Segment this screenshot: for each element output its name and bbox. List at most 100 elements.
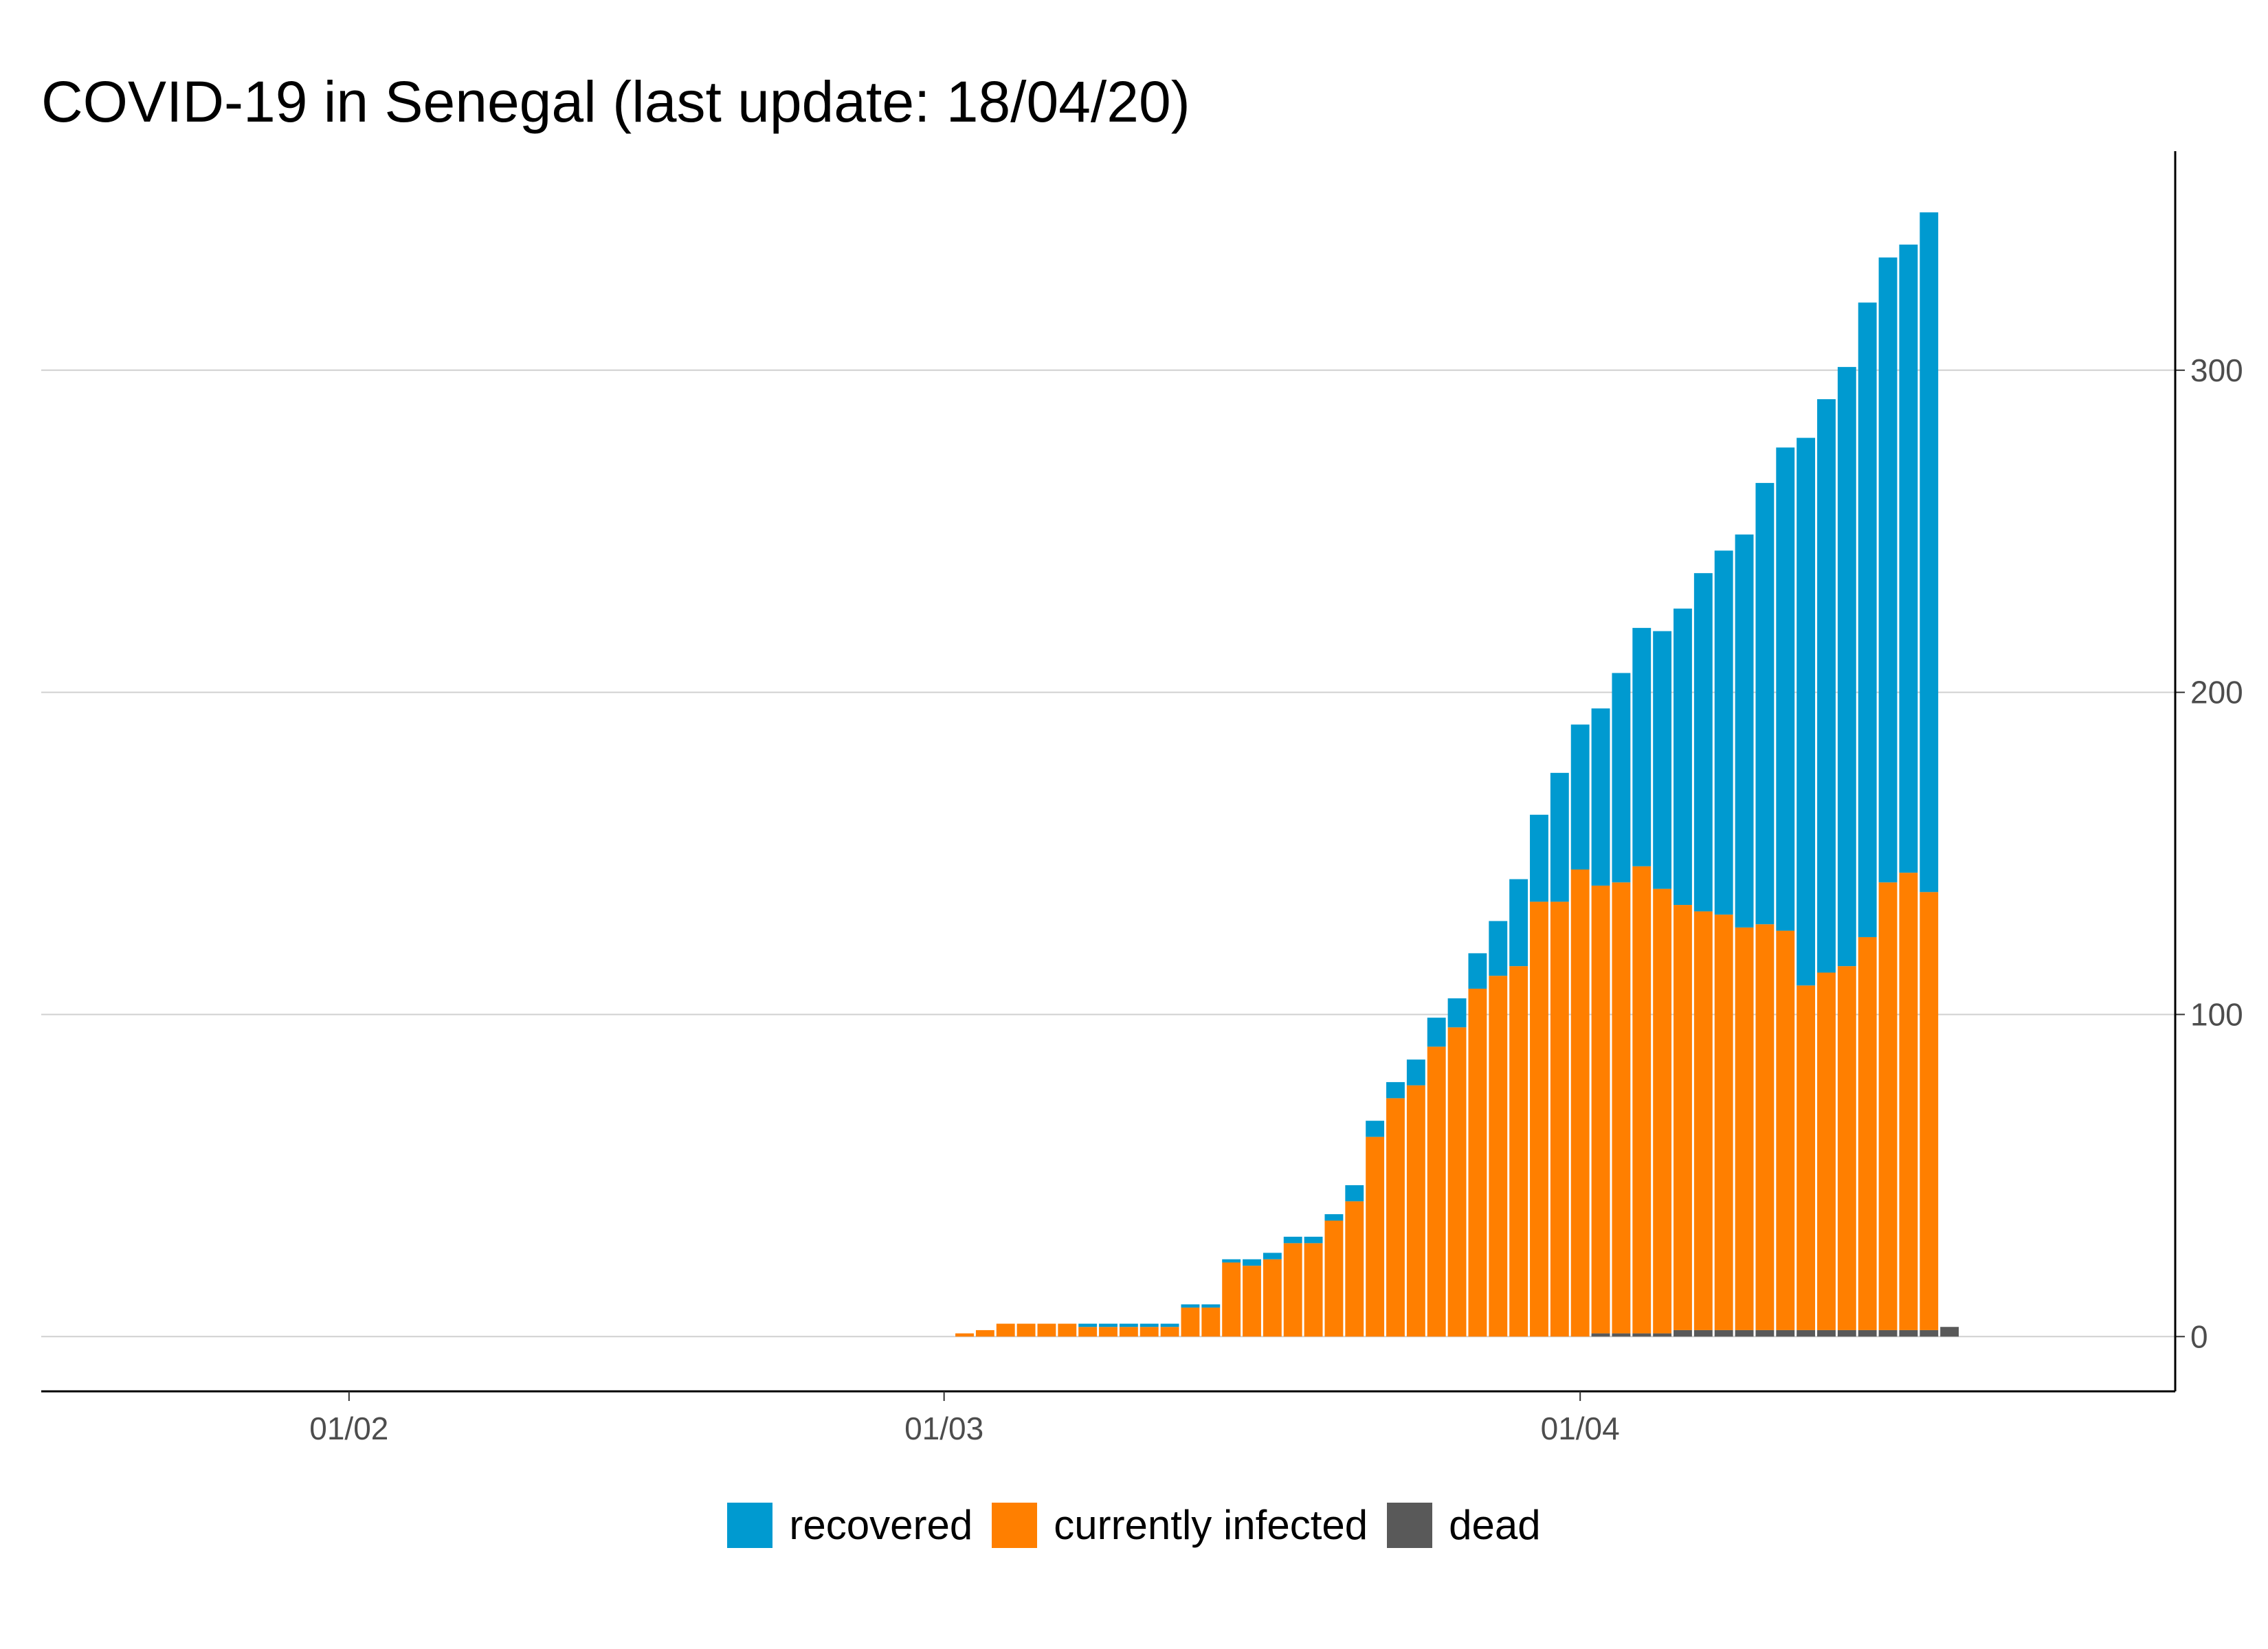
bar-currently-infected-56 bbox=[1283, 1243, 1302, 1337]
bar-currently-infected-55 bbox=[1263, 1259, 1282, 1337]
bar-dead-81 bbox=[1797, 1330, 1816, 1337]
bar-dead-74 bbox=[1653, 1333, 1672, 1337]
bar-currently-infected-61 bbox=[1386, 1098, 1405, 1337]
bar-recovered-49 bbox=[1139, 1323, 1159, 1327]
bar-dead-86 bbox=[1899, 1330, 1918, 1337]
legend-label-currently-infected: currently infected bbox=[1054, 1502, 1368, 1548]
y-tick-label-300: 300 bbox=[2190, 352, 2243, 388]
bar-recovered-80 bbox=[1776, 447, 1795, 931]
bar-dead-77 bbox=[1714, 1330, 1733, 1337]
bar-currently-infected-69 bbox=[1550, 901, 1569, 1337]
bar-currently-infected-70 bbox=[1570, 869, 1590, 1337]
bar-recovered-59 bbox=[1345, 1185, 1364, 1202]
bar-dead-75 bbox=[1674, 1330, 1692, 1337]
bar-dead-80 bbox=[1776, 1330, 1795, 1337]
bar-recovered-65 bbox=[1468, 953, 1487, 989]
bar-recovered-60 bbox=[1366, 1121, 1385, 1137]
legend-label-recovered: recovered bbox=[789, 1502, 973, 1548]
bar-currently-infected-84 bbox=[1858, 936, 1877, 1330]
bar-layer bbox=[955, 212, 1959, 1337]
bar-dead-87 bbox=[1920, 1330, 1939, 1337]
bar-dead-84 bbox=[1858, 1330, 1877, 1337]
bar-dead-76 bbox=[1693, 1330, 1713, 1337]
bar-currently-infected-72 bbox=[1612, 882, 1631, 1334]
bar-currently-infected-49 bbox=[1139, 1327, 1159, 1337]
bar-dead-72 bbox=[1612, 1333, 1631, 1337]
legend-swatch-currently-infected bbox=[992, 1502, 1038, 1548]
bar-dead-79 bbox=[1755, 1330, 1775, 1337]
x-tick-label-1: 01/03 bbox=[904, 1411, 983, 1446]
bar-currently-infected-63 bbox=[1427, 1046, 1446, 1337]
bar-recovered-62 bbox=[1406, 1059, 1425, 1086]
bar-currently-infected-40 bbox=[955, 1333, 974, 1337]
bar-currently-infected-80 bbox=[1776, 930, 1795, 1330]
bar-currently-infected-62 bbox=[1406, 1085, 1425, 1337]
y-tick-label-200: 200 bbox=[2190, 675, 2243, 710]
bar-currently-infected-82 bbox=[1817, 972, 1836, 1330]
bar-recovered-63 bbox=[1427, 1018, 1446, 1047]
bar-currently-infected-50 bbox=[1160, 1327, 1179, 1337]
bar-recovered-75 bbox=[1674, 608, 1692, 906]
bar-recovered-82 bbox=[1817, 399, 1836, 973]
legend-item-currently-infected: currently infected bbox=[992, 1501, 1368, 1549]
bar-recovered-67 bbox=[1509, 879, 1528, 967]
bar-currently-infected-48 bbox=[1119, 1327, 1138, 1337]
axis-layer: 0 100 200 300 01/02 01/03 01/04 bbox=[41, 151, 2243, 1446]
bar-currently-infected-67 bbox=[1509, 966, 1528, 1337]
bar-currently-infected-59 bbox=[1345, 1201, 1364, 1337]
bar-recovered-58 bbox=[1324, 1214, 1344, 1221]
bar-currently-infected-79 bbox=[1755, 924, 1775, 1330]
bar-currently-infected-76 bbox=[1693, 911, 1713, 1330]
bar-currently-infected-87 bbox=[1920, 892, 1939, 1330]
bar-currently-infected-57 bbox=[1304, 1243, 1323, 1337]
bar-currently-infected-75 bbox=[1674, 905, 1692, 1330]
x-tick-label-2: 01/04 bbox=[1541, 1411, 1620, 1446]
bar-recovered-79 bbox=[1755, 482, 1775, 925]
bar-currently-infected-58 bbox=[1324, 1220, 1344, 1337]
bar-recovered-77 bbox=[1714, 550, 1733, 915]
bar-currently-infected-47 bbox=[1099, 1327, 1118, 1337]
bar-recovered-72 bbox=[1612, 673, 1631, 883]
legend-item-recovered: recovered bbox=[727, 1501, 972, 1549]
bar-currently-infected-53 bbox=[1222, 1262, 1241, 1337]
bar-currently-infected-60 bbox=[1366, 1136, 1385, 1337]
bar-dead-88 bbox=[1940, 1327, 1959, 1337]
bar-recovered-70 bbox=[1570, 724, 1590, 870]
bar-currently-infected-74 bbox=[1653, 888, 1672, 1334]
bar-recovered-86 bbox=[1899, 244, 1918, 873]
legend-item-dead: dead bbox=[1387, 1501, 1541, 1549]
bar-currently-infected-73 bbox=[1632, 866, 1652, 1334]
bar-currently-infected-66 bbox=[1489, 976, 1508, 1337]
bar-currently-infected-78 bbox=[1735, 927, 1754, 1330]
bar-dead-82 bbox=[1817, 1330, 1836, 1337]
bar-currently-infected-77 bbox=[1714, 915, 1733, 1330]
bar-recovered-55 bbox=[1263, 1253, 1282, 1259]
bar-currently-infected-64 bbox=[1447, 1027, 1467, 1337]
bar-recovered-57 bbox=[1304, 1236, 1323, 1244]
bar-currently-infected-46 bbox=[1078, 1327, 1098, 1337]
bar-currently-infected-41 bbox=[975, 1330, 994, 1337]
bar-dead-78 bbox=[1735, 1330, 1754, 1337]
bar-recovered-85 bbox=[1878, 257, 1898, 883]
bar-recovered-71 bbox=[1591, 708, 1610, 886]
bar-currently-infected-45 bbox=[1058, 1323, 1077, 1337]
bar-recovered-84 bbox=[1858, 302, 1877, 937]
y-tick-label-0: 0 bbox=[2190, 1319, 2208, 1354]
bar-currently-infected-85 bbox=[1878, 882, 1898, 1330]
bar-recovered-76 bbox=[1693, 573, 1713, 912]
bar-recovered-50 bbox=[1160, 1323, 1179, 1327]
bar-recovered-54 bbox=[1243, 1259, 1261, 1266]
bar-recovered-46 bbox=[1078, 1323, 1098, 1327]
bar-recovered-48 bbox=[1119, 1323, 1138, 1327]
bar-recovered-69 bbox=[1550, 772, 1569, 902]
bar-recovered-52 bbox=[1201, 1304, 1221, 1308]
bar-recovered-73 bbox=[1632, 627, 1652, 866]
bar-recovered-81 bbox=[1797, 438, 1816, 986]
bar-dead-85 bbox=[1878, 1330, 1898, 1337]
bar-recovered-78 bbox=[1735, 534, 1754, 928]
bar-recovered-68 bbox=[1530, 814, 1548, 902]
y-tick-label-100: 100 bbox=[2190, 996, 2243, 1032]
bar-recovered-64 bbox=[1447, 998, 1467, 1028]
bar-currently-infected-81 bbox=[1797, 985, 1816, 1330]
